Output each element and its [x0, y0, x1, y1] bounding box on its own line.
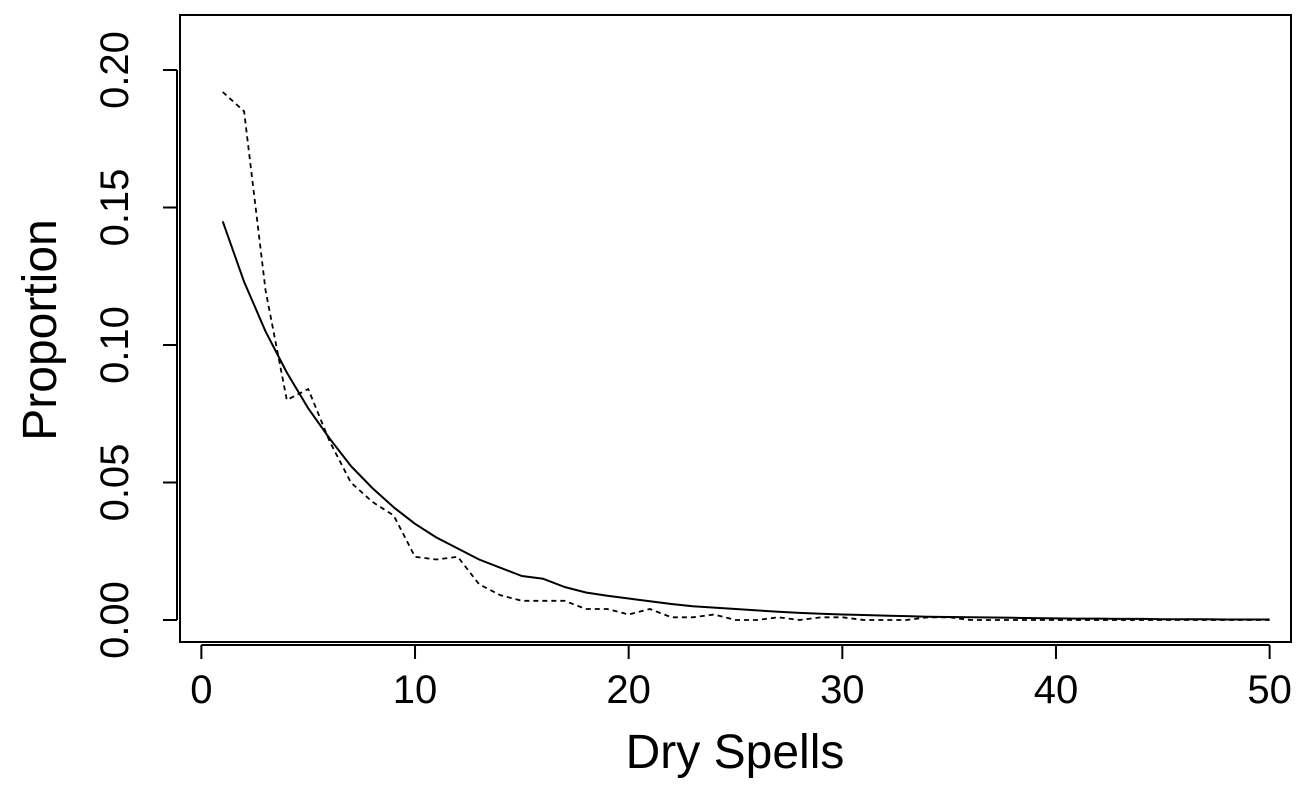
x-axis-title: Dry Spells	[626, 726, 845, 779]
x-tick-label: 20	[606, 668, 651, 712]
y-tick-label: 0.15	[93, 169, 137, 247]
x-tick-label: 40	[1034, 668, 1079, 712]
y-tick-label: 0.20	[93, 31, 137, 109]
plot-frame	[179, 14, 1292, 643]
series-line-dashed	[222, 91, 1270, 621]
x-tick-label: 30	[820, 668, 865, 712]
y-tick-label: 0.05	[93, 444, 137, 522]
x-axis: 0 10 20 30 40 50	[190, 644, 1292, 712]
y-axis-title: Proportion	[14, 219, 67, 440]
x-tick-label: 50	[1247, 668, 1292, 712]
x-tick-label: 10	[393, 668, 438, 712]
series-layer	[221, 91, 1270, 621]
x-tick-label: 0	[190, 668, 212, 712]
y-tick-label: 0.10	[93, 306, 137, 384]
series-line-solid	[221, 220, 1270, 621]
y-axis: 0.00 0.05 0.10 0.15 0.20	[93, 31, 178, 659]
y-tick-label: 0.00	[93, 581, 137, 659]
